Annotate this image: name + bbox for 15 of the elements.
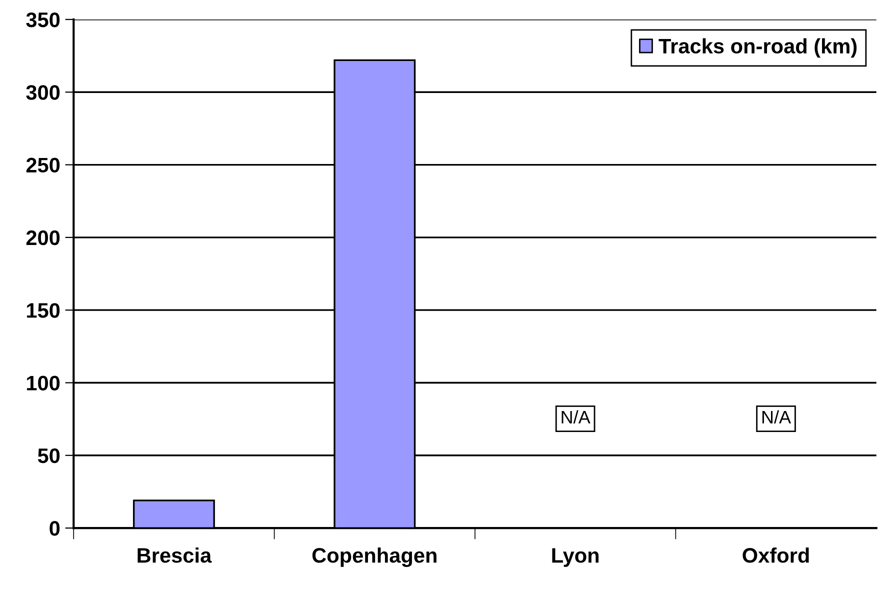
- x-tick-label: Copenhagen: [312, 547, 436, 568]
- y-tick-label: 100: [26, 376, 60, 390]
- y-tick-label: 350: [26, 12, 60, 28]
- text: N/A: [762, 410, 792, 424]
- text: N/A: [562, 410, 590, 424]
- x-tick-label: Lyon: [552, 548, 599, 567]
- y-tick-label: 0: [50, 521, 60, 536]
- x-tick-label: Oxford: [742, 547, 809, 563]
- y-tick-label: 300: [26, 85, 60, 100]
- x-tick-label: Brescia: [138, 547, 212, 563]
- y-tick-label: 250: [26, 158, 60, 173]
- y-tick-label: 200: [26, 230, 60, 246]
- y-tick-label: 50: [38, 448, 60, 464]
- y-tick-label: 150: [26, 303, 60, 318]
- legend-label: Tracks on-road (km): [658, 38, 857, 58]
